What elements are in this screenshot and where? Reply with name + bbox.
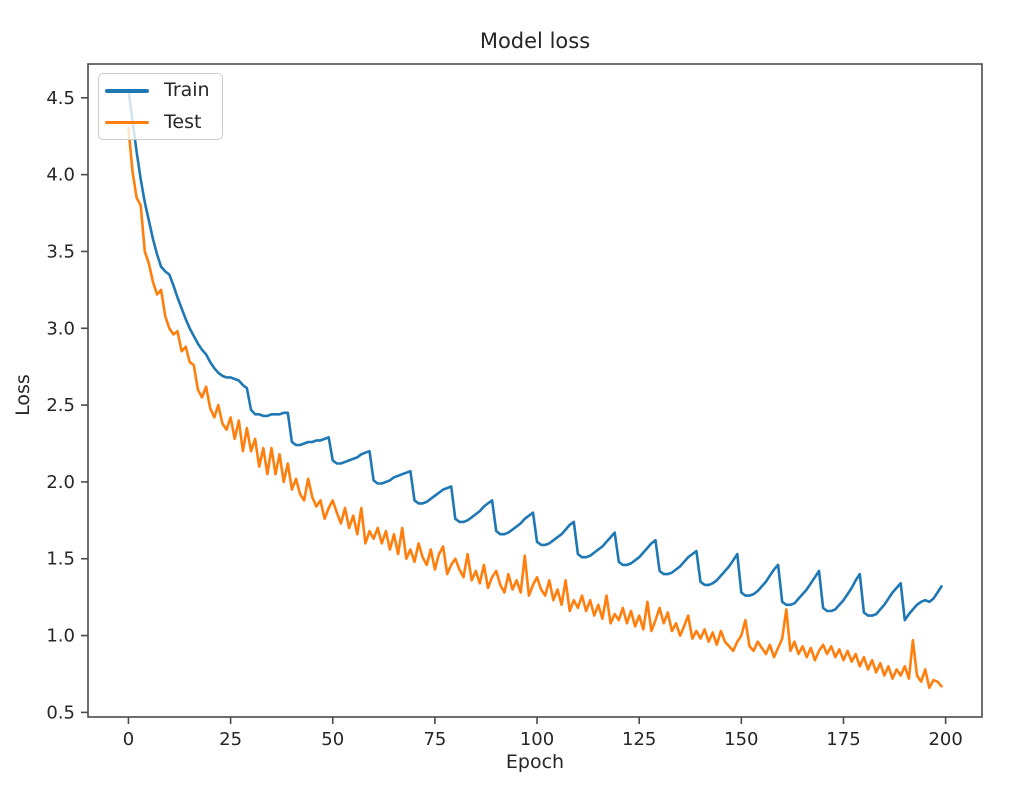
y-tick-label: 4.5 [46, 88, 75, 109]
y-tick-label: 4.0 [46, 165, 75, 186]
chart-title: Model loss [479, 29, 591, 53]
axes-spines [87, 63, 983, 718]
x-tick-label: 25 [219, 729, 242, 750]
y-tick-label: 1.0 [46, 626, 75, 647]
x-tick-label: 75 [423, 729, 446, 750]
x-tick-label: 200 [928, 729, 962, 750]
x-tick-label: 125 [622, 729, 656, 750]
x-tick-label: 0 [123, 729, 134, 750]
x-tick-label: 150 [724, 729, 758, 750]
x-tick-label: 175 [826, 729, 860, 750]
x-tick-label: 100 [520, 729, 554, 750]
train-line [127, 88, 943, 622]
test-line [127, 127, 943, 690]
y-tick-label: 2.5 [46, 395, 75, 416]
legend-item-test: Test [105, 110, 214, 136]
x-tick-label: 50 [321, 729, 344, 750]
legend-item-train: Train [105, 78, 214, 104]
test-line-swatch [105, 120, 149, 124]
legend-label-test: Test [164, 110, 202, 133]
y-tick-label: 1.5 [46, 549, 75, 570]
train-line-swatch [105, 89, 149, 93]
y-tick-label: 2.0 [46, 472, 75, 493]
y-tick-label: 3.0 [46, 318, 75, 339]
legend-label-train: Train [164, 79, 210, 102]
y-tick-label: 3.5 [46, 241, 75, 262]
legend: Train Test [98, 73, 223, 140]
y-tick-label: 0.5 [46, 702, 75, 723]
y-axis-label: Loss [12, 374, 34, 416]
x-axis-label: Epoch [505, 751, 565, 773]
